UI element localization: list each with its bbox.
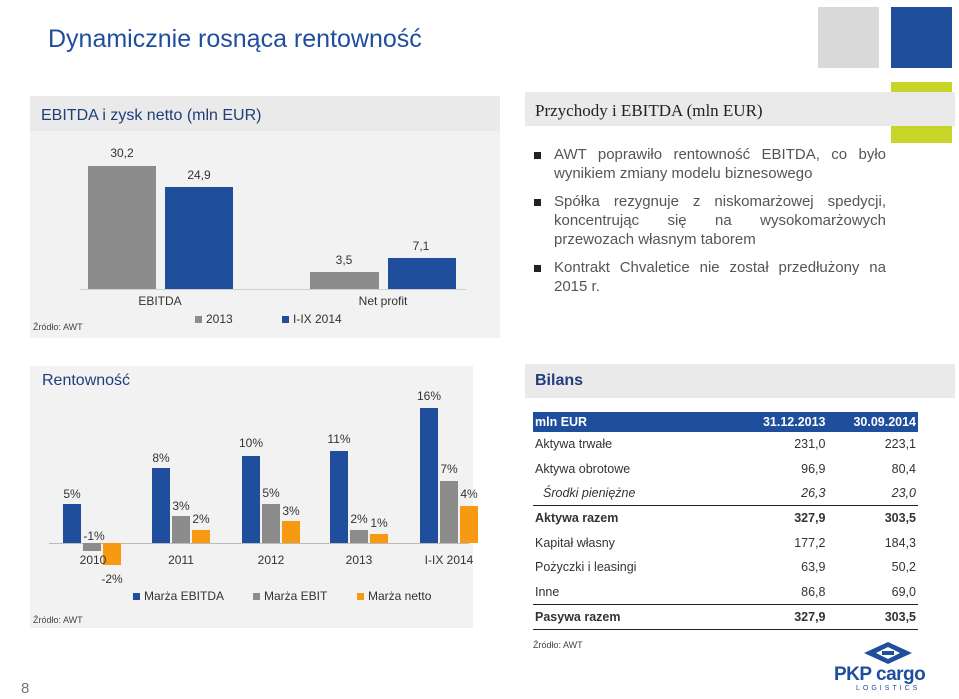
label-netto-2010: -2% [101,572,123,586]
decor-square-lightgray [818,7,879,68]
bar-ebit-2014 [440,481,458,543]
label-ebitda-2011: 8% [152,451,170,465]
balance-table: mln EUR 31.12.2013 30.09.2014 Aktywa trw… [533,412,918,631]
ebitda-chart-baseline [80,289,466,290]
bar-ebit-2012 [262,504,280,543]
profit-source: Źródło: AWT [33,615,83,625]
category-ebitda: EBITDA [138,294,182,308]
label-ebitda-2014: 16% [416,389,442,403]
category-i-ix-2014: I-IX 2014 [424,553,474,567]
label-netprofit-2014: 7,1 [412,239,430,253]
bar-netto-2010 [103,543,121,565]
bullet-2: Spółka rezygnuje z niskomarżowej spedycj… [534,192,886,249]
category-net-profit: Net profit [358,294,408,308]
col-header-2014: 30.09.2014 [827,412,918,432]
legend-i-ix-2014: I-IX 2014 [282,312,342,326]
label-netto-2013: 1% [370,516,388,530]
revenue-panel-header: Przychody i EBITDA (mln EUR) [535,101,763,120]
table-row: Aktywa obrotowe 96,9 80,4 [535,461,916,476]
label-ebit-2010: -1% [83,529,105,543]
label-ebitda-2010: 5% [63,487,81,501]
decor-square-blue [891,7,952,68]
col-header-unit: mln EUR [533,412,737,432]
bar-ebitda-2011 [152,468,170,543]
ebitda-panel-header: EBITDA i zysk netto (mln EUR) [41,107,262,124]
profit-panel-header: Rentowność [42,372,131,389]
label-netto-2014: 4% [460,487,478,501]
label-netprofit-2013: 3,5 [335,253,353,267]
pkp-cargo-logo: PKP cargo LOGISTICS [832,640,944,695]
bullet-3: Kontrakt Chvaletice nie został przedłużo… [534,258,886,296]
pkp-cargo-mark-icon [864,642,912,664]
table-row: Kapitał własny 177,2 184,3 [535,535,916,550]
table-row: Inne 86,8 69,0 [535,584,916,599]
category-2011: 2011 [168,553,194,567]
bullet-1: AWT poprawiło rentowność EBITDA, co było… [534,145,886,183]
bullet-square-icon [534,152,541,159]
bullet-square-icon [534,265,541,272]
balance-panel-header: Bilans [535,372,584,389]
bar-netprofit-2013 [310,272,379,290]
table-row: Pożyczki i leasingi 63,9 50,2 [535,560,916,575]
bar-netto-2013 [370,534,388,543]
category-2010: 2010 [79,553,107,567]
category-2013: 2013 [345,553,373,567]
revenue-panel-header-band [525,92,955,126]
ebitda-source: Źródło: AWT [33,322,83,332]
logo-subtext: LOGISTICS [856,685,921,692]
bar-netto-2014 [460,506,478,543]
bar-ebitda-2010 [63,504,81,543]
legend-marza-ebit: Marża EBIT [253,589,327,603]
label-ebitda-2012: 10% [238,436,264,450]
bar-ebitda-2014 [420,408,438,543]
bar-ebitda-2012 [242,456,260,543]
legend-2013: 2013 [195,312,233,326]
bar-netto-2011 [192,530,210,543]
bar-ebit-2011 [172,516,190,543]
balance-table-header: mln EUR 31.12.2013 30.09.2014 [533,412,918,432]
category-2012: 2012 [257,553,285,567]
table-row: Środki pieniężne 26,3 23,0 [543,485,916,500]
table-row: Aktywa razem 327,9 303,5 [533,505,918,531]
bar-ebit-2013 [350,530,368,543]
label-ebit-2013: 2% [350,512,368,526]
balance-source: Źródło: AWT [533,640,583,650]
label-ebit-2014: 7% [440,462,458,476]
balance-panel-header-band [525,364,955,398]
table-row: Pasywa razem 327,9 303,5 [533,603,918,631]
ebitda-chart [80,140,480,290]
label-ebitda-2013: 11% [327,432,351,446]
label-netto-2012: 3% [282,504,300,518]
legend-marza-netto: Marża netto [357,589,431,603]
bar-ebitda-2013 [330,451,348,543]
ebitda-panel-header-band [30,96,500,131]
bar-ebitda-2013 [88,166,156,290]
col-header-2013: 31.12.2013 [737,412,828,432]
page-number: 8 [21,680,30,697]
bar-netto-2012 [282,521,300,543]
page-title: Dynamicznie rosnąca rentowność [48,25,422,53]
label-ebit-2012: 5% [262,486,280,500]
logo-text: PKP cargo [834,664,926,685]
profit-chart-baseline [49,543,469,544]
label-ebit-2011: 3% [172,499,190,513]
label-ebitda-2013: 30,2 [110,146,134,160]
label-netto-2011: 2% [192,512,210,526]
bar-netprofit-2014 [388,258,456,290]
bullet-square-icon [534,199,541,206]
bar-ebit-2010 [83,543,101,551]
table-row: Aktywa trwałe 231,0 223,1 [535,437,916,452]
bar-ebitda-2014 [165,187,233,290]
legend-marza-ebitda: Marża EBITDA [133,589,224,603]
label-ebitda-2014: 24,9 [187,168,211,182]
